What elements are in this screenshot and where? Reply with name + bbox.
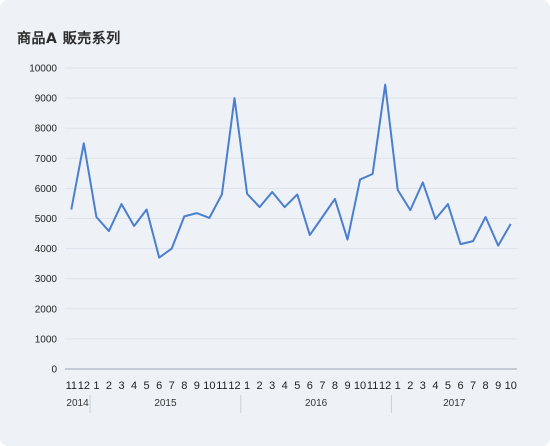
x-tick-label: 1 (244, 380, 250, 392)
x-tick-label: 5 (445, 380, 451, 392)
x-tick-label: 2 (257, 380, 263, 392)
x-tick-label: 8 (181, 380, 187, 392)
x-tick-label: 8 (332, 380, 338, 392)
x-tick-label: 12 (78, 380, 90, 392)
x-tick-label: 9 (194, 380, 200, 392)
year-label: 2016 (305, 398, 328, 409)
y-tick-label: 1000 (35, 334, 58, 345)
series-line (70, 83, 512, 259)
x-tick-label: 11 (216, 380, 227, 392)
x-tick-label: 3 (118, 380, 124, 392)
x-tick-label: 11 (66, 380, 77, 392)
chart-title: 商品A 販売系列 (17, 31, 121, 47)
y-tick-label: 6000 (35, 184, 58, 195)
year-label: 2017 (443, 398, 466, 409)
x-tick-label: 10 (354, 380, 366, 392)
x-tick-label: 1 (93, 380, 99, 392)
y-tick-label: 10000 (29, 64, 57, 75)
y-tick-label: 8000 (35, 124, 58, 135)
x-tick-label: 2 (106, 380, 112, 392)
y-tick-label: 2000 (35, 304, 58, 315)
x-tick-label: 9 (344, 380, 350, 392)
x-tick-label: 2 (407, 380, 413, 392)
x-tick-label: 11 (367, 380, 378, 392)
year-label: 2014 (66, 398, 89, 409)
x-tick-label: 5 (294, 380, 300, 392)
x-tick-label: 10 (505, 380, 517, 392)
x-tick-label: 12 (228, 380, 240, 392)
y-tick-label: 4000 (35, 244, 58, 255)
x-tick-label: 6 (307, 380, 313, 392)
x-tick-label: 5 (144, 380, 150, 392)
x-tick-label: 8 (483, 380, 489, 392)
x-tick-label: 10 (203, 380, 215, 392)
year-label: 2015 (154, 398, 177, 409)
x-tick-label: 12 (379, 380, 391, 392)
x-tick-label: 7 (319, 380, 325, 392)
x-tick-label: 1 (395, 380, 401, 392)
x-tick-label: 6 (457, 380, 463, 392)
x-tick-label: 4 (131, 380, 137, 392)
y-tick-label: 0 (51, 365, 57, 376)
y-tick-label: 5000 (35, 214, 58, 225)
x-tick-label: 3 (269, 380, 275, 392)
x-tick-label: 4 (282, 380, 288, 392)
y-tick-label: 3000 (35, 274, 58, 285)
y-tick-label: 9000 (35, 94, 58, 105)
x-tick-label: 7 (470, 380, 476, 392)
x-tick-label: 6 (156, 380, 162, 392)
x-tick-label: 7 (169, 380, 175, 392)
x-tick-label: 9 (495, 380, 501, 392)
y-tick-label: 7000 (35, 154, 58, 165)
x-tick-label: 4 (432, 380, 438, 392)
x-tick-label: 3 (420, 380, 426, 392)
